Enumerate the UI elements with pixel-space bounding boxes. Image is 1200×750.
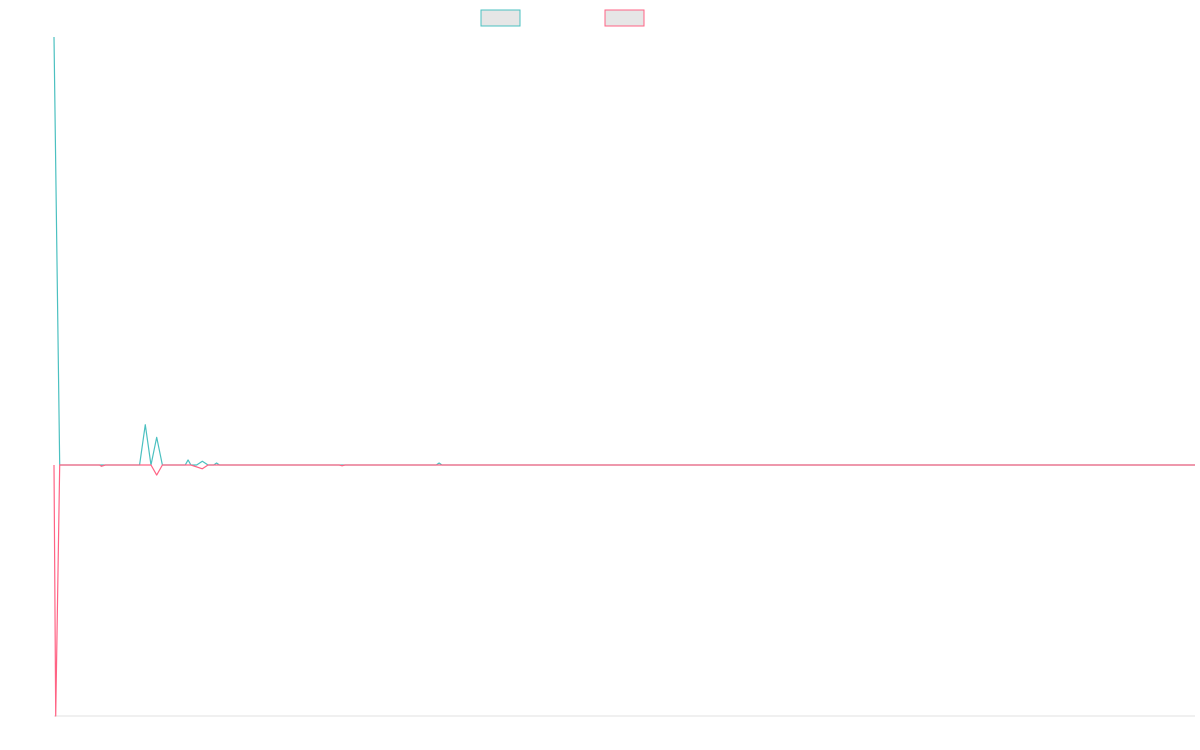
series-line-2	[53, 464, 1195, 717]
legend	[480, 9, 645, 27]
series-line-1	[53, 36, 1195, 466]
legend-swatch-1[interactable]	[480, 9, 521, 27]
series-layer	[53, 36, 1195, 717]
legend-swatch-2[interactable]	[604, 9, 645, 27]
